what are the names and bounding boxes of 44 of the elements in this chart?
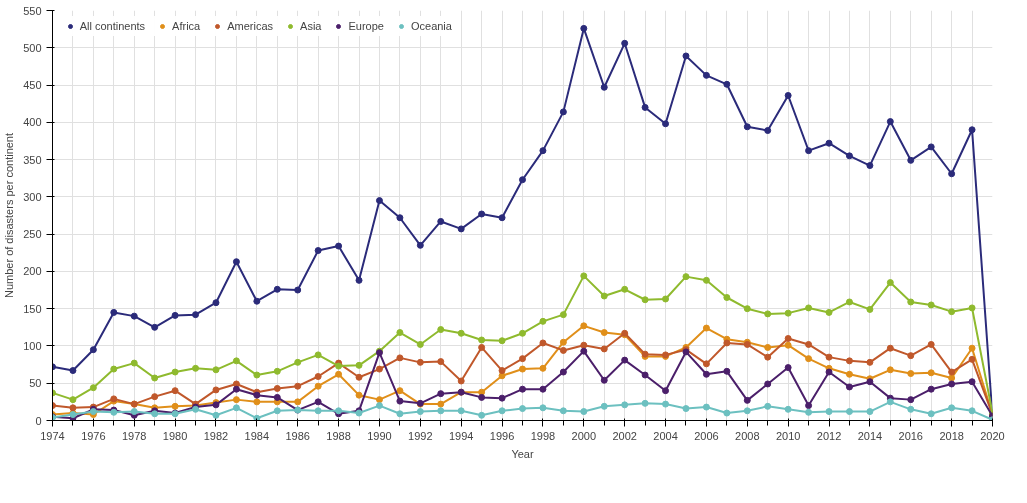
x-tick-label: 1988 <box>326 429 351 442</box>
x-tick-label: 1986 <box>285 429 310 442</box>
y-tick-label: 100 <box>23 339 42 352</box>
legend-label: Americas <box>227 20 274 32</box>
x-tick-label: 1996 <box>489 429 515 442</box>
legend-label: Asia <box>300 20 322 32</box>
x-tick-label: 1998 <box>530 429 556 442</box>
x-tick-label: 1976 <box>81 429 106 442</box>
y-tick-label: 250 <box>23 228 42 241</box>
x-tick-label: 2008 <box>735 429 760 442</box>
y-tick-label: 350 <box>23 153 42 166</box>
y-tick-label: 550 <box>23 4 42 17</box>
legend-label: Africa <box>172 20 201 32</box>
y-axis-title: Number of disasters per continent <box>3 132 16 299</box>
x-tick-label: 1978 <box>122 429 147 442</box>
y-tick-label: 0 <box>35 414 42 427</box>
y-tick-label: 500 <box>23 41 42 54</box>
x-tick-label: 2012 <box>816 429 842 442</box>
y-tick-label: 150 <box>23 302 42 315</box>
y-tick-label: 50 <box>29 377 42 390</box>
y-tick-label: 300 <box>23 190 42 203</box>
x-tick-label: 1984 <box>244 429 270 442</box>
legend-label: Oceania <box>410 20 452 32</box>
x-tick-label: 1990 <box>367 429 392 442</box>
x-tick-label: 1974 <box>40 429 65 442</box>
legend-label: All continents <box>79 20 146 32</box>
x-axis-title: Year <box>511 447 534 460</box>
x-tick-label: 2014 <box>857 429 883 442</box>
x-tick-label: 2010 <box>775 429 801 442</box>
x-tick-label: 1982 <box>203 429 229 442</box>
y-tick-label: 450 <box>23 79 42 92</box>
x-tick-label: 2020 <box>980 429 1005 442</box>
x-tick-label: 2006 <box>694 429 719 442</box>
y-tick-label: 200 <box>23 265 42 278</box>
x-tick-label: 2002 <box>612 429 637 442</box>
x-tick-label: 2000 <box>571 429 597 442</box>
x-tick-label: 1992 <box>408 429 433 442</box>
y-tick-label: 400 <box>23 116 42 129</box>
x-tick-label: 1980 <box>162 429 188 442</box>
x-tick-label: 2004 <box>653 429 678 442</box>
legend-label: Europe <box>348 20 384 32</box>
x-tick-label: 1994 <box>448 429 474 442</box>
x-tick-label: 2016 <box>898 429 924 442</box>
x-tick-label: 2018 <box>939 429 964 442</box>
